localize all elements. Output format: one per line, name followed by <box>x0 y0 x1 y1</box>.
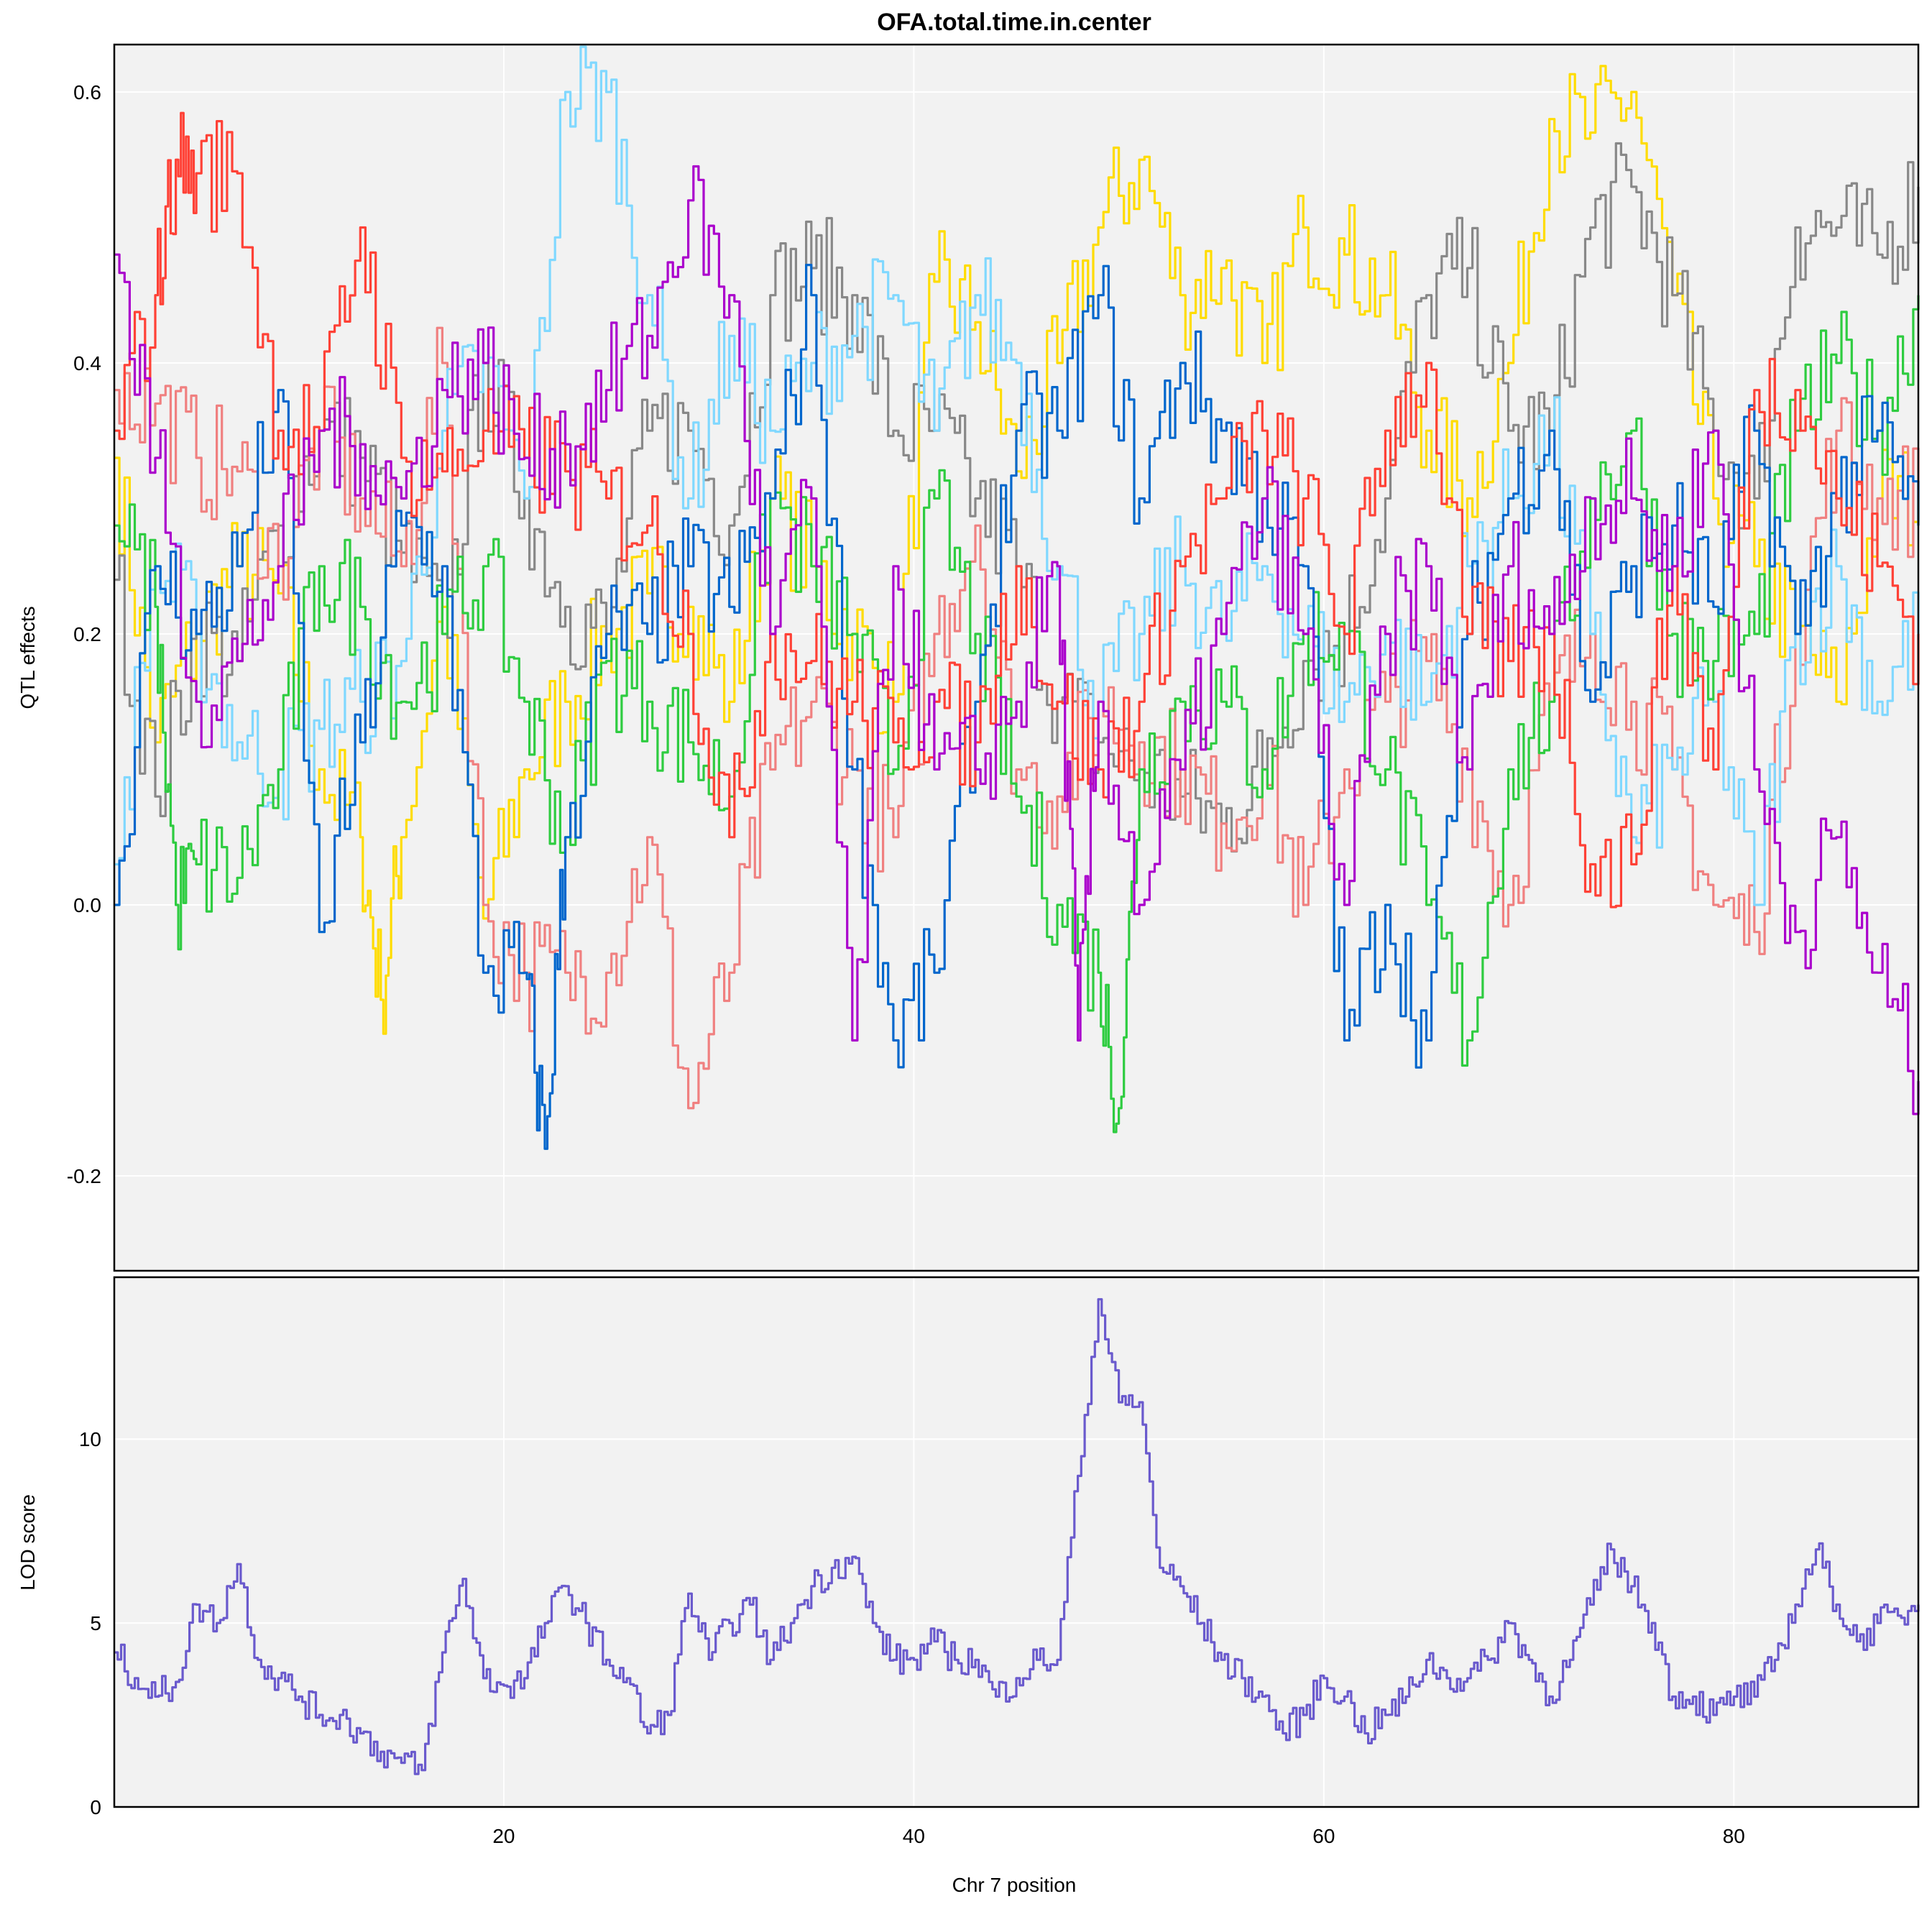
effects-plot-border <box>113 43 1920 1272</box>
y-tick-label: 5 <box>90 1612 101 1634</box>
effects-y-axis-label: QTL effects <box>17 606 39 709</box>
chart-title: OFA.total.time.in.center <box>877 9 1151 36</box>
series-line-4 <box>114 45 1920 906</box>
series-line-6 <box>114 264 1920 1150</box>
x-axis-label: Chr 7 position <box>952 1874 1077 1896</box>
series-line-1 <box>114 1298 1920 1775</box>
effects-panel: -0.2 0.0 0.2 0.4 0.6 QTL effects <box>17 43 1920 1272</box>
y-tick-label: 0.4 <box>73 352 101 374</box>
y-tick-label: 0.6 <box>73 81 101 104</box>
y-tick-label: 10 <box>79 1428 101 1450</box>
lod-series <box>114 1298 1920 1775</box>
lod-plot-background <box>114 1277 1918 1807</box>
lod-panel: 0 5 10 20 40 60 80 LOD score Chr 7 position <box>17 1276 1920 1896</box>
series-line-3 <box>114 326 1920 1110</box>
y-tick-label: 0.2 <box>73 623 101 645</box>
series-line-7 <box>114 111 1920 908</box>
x-tick-label: 80 <box>1723 1825 1745 1847</box>
lod-y-axis-label: LOD score <box>17 1494 39 1591</box>
effects-series <box>114 45 1920 1150</box>
lod-plot-border <box>113 1276 1920 1808</box>
y-tick-label: 0 <box>90 1796 101 1818</box>
effects-y-ticks: -0.2 0.0 0.2 0.4 0.6 <box>67 81 101 1187</box>
x-tick-label: 40 <box>903 1825 925 1847</box>
x-axis-ticks: 20 40 60 80 <box>492 1825 1745 1847</box>
x-tick-label: 60 <box>1312 1825 1335 1847</box>
x-tick-label: 20 <box>492 1825 515 1847</box>
series-line-8 <box>114 165 1920 1116</box>
y-tick-label: -0.2 <box>67 1165 101 1187</box>
series-line-5 <box>114 295 1920 1133</box>
effects-plot-background <box>114 45 1918 1271</box>
y-tick-label: 0.0 <box>73 894 101 916</box>
lod-y-ticks: 0 5 10 <box>79 1428 101 1818</box>
